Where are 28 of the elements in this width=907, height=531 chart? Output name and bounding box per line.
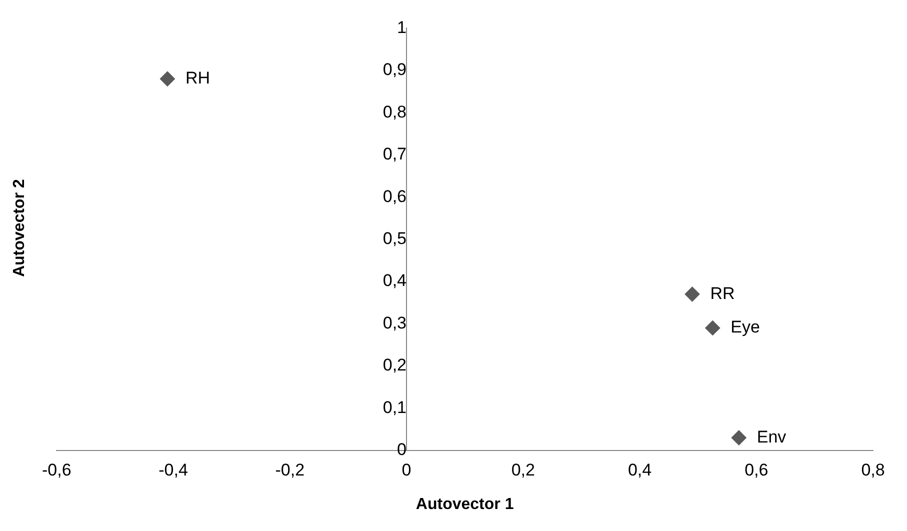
x-tick-label: -0,2	[275, 460, 305, 480]
y-tick-label: 0,2	[382, 356, 407, 375]
x-tick-label: 0,6	[744, 460, 768, 480]
y-tick-label: 0,5	[382, 228, 407, 248]
x-axis-title: Autovector 1	[416, 496, 514, 513]
y-axis-title: Autovector 2	[11, 179, 29, 277]
x-tick-label: 0,8	[861, 460, 885, 480]
annotation: Eye	[730, 318, 760, 337]
x-tick-label: 0,4	[628, 460, 652, 480]
point	[731, 430, 746, 446]
y-tick-label: 0,3	[382, 313, 407, 332]
annotation: RH	[185, 68, 210, 88]
y-tick-label: 0	[397, 440, 407, 460]
y-tick-label: 0,9	[382, 60, 407, 80]
x-tick-label: -0,6	[42, 460, 72, 480]
annotation: Env	[756, 427, 787, 446]
point	[705, 320, 720, 336]
y-tick-label: 1	[397, 18, 407, 37]
y-tick-label: 0,6	[382, 186, 407, 206]
point	[160, 71, 175, 86]
y-tick-label: 0,7	[382, 144, 407, 164]
y-tick-label: 0,8	[382, 102, 407, 122]
point	[684, 286, 700, 302]
y-tick-label: 0,1	[382, 398, 407, 417]
annotation: RR	[710, 284, 735, 303]
y-tick-label: 0,4	[382, 271, 407, 290]
x-tick-label: 0,2	[511, 460, 535, 480]
x-tick-label: -0,4	[158, 460, 188, 480]
